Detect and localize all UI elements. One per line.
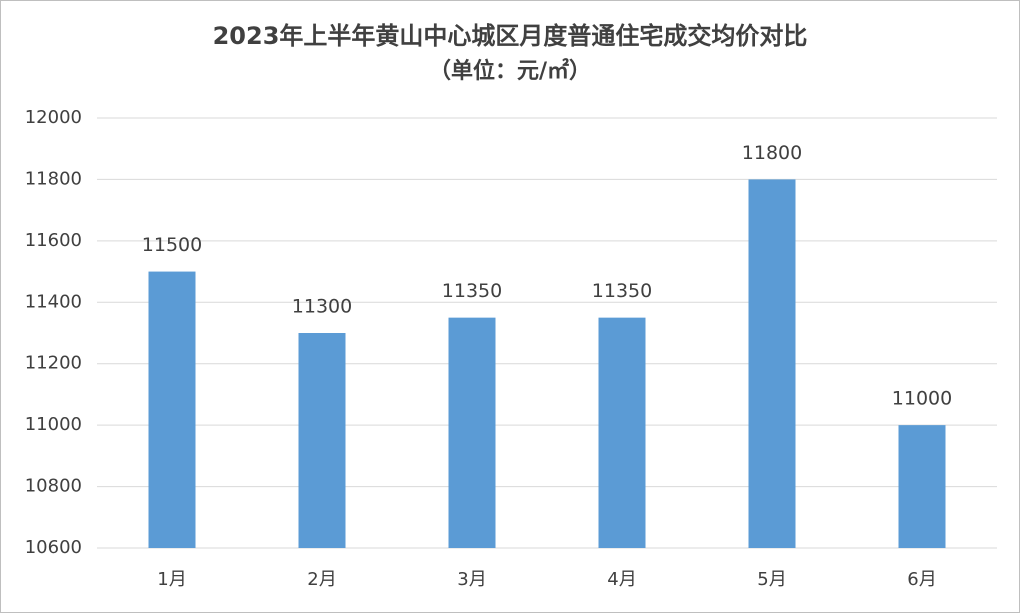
- data-label: 11350: [442, 280, 502, 302]
- data-label: 11000: [892, 388, 952, 410]
- y-tick-label: 11400: [25, 291, 82, 312]
- data-label: 11800: [742, 142, 802, 164]
- x-tick-label: 1月: [157, 569, 186, 590]
- bar: [598, 317, 646, 548]
- chart-subtitle: （单位：元/㎡）: [429, 58, 591, 84]
- x-tick-label: 4月: [607, 569, 636, 590]
- y-tick-label: 11800: [25, 168, 82, 189]
- y-tick-label: 11600: [25, 230, 82, 251]
- bar: [448, 317, 496, 548]
- x-tick-label: 5月: [757, 569, 786, 590]
- data-label: 11500: [142, 234, 202, 256]
- bar: [148, 271, 196, 548]
- chart-title: 2023年上半年黄山中心城区月度普通住宅成交均价对比: [213, 22, 808, 50]
- bar: [298, 333, 346, 548]
- bar: [748, 179, 796, 548]
- x-tick-label: 6月: [907, 569, 936, 590]
- data-label: 11300: [292, 296, 352, 318]
- bar: [898, 425, 946, 548]
- data-label: 11350: [592, 280, 652, 302]
- y-tick-label: 11000: [25, 414, 82, 435]
- y-tick-label: 11200: [25, 353, 82, 374]
- y-tick-label: 10800: [25, 476, 82, 497]
- y-tick-label: 12000: [25, 107, 82, 128]
- x-tick-label: 3月: [457, 569, 486, 590]
- x-tick-label: 2月: [307, 569, 336, 590]
- y-tick-label: 10600: [25, 537, 82, 558]
